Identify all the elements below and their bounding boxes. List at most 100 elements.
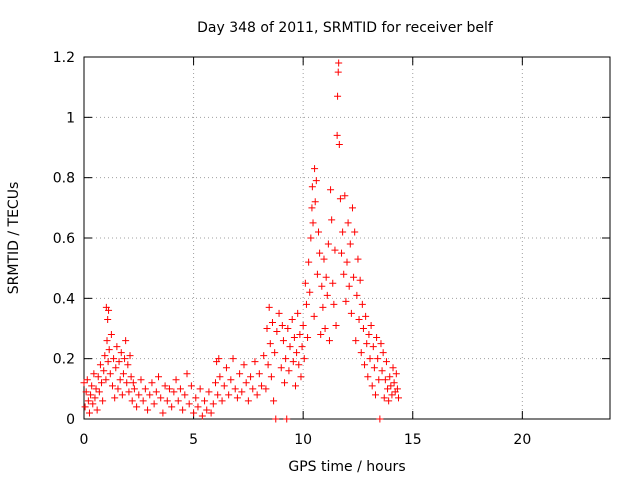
data-point (152, 388, 160, 396)
data-point (387, 382, 395, 390)
data-point (345, 282, 353, 290)
data-point (344, 219, 352, 227)
data-point (340, 270, 348, 278)
data-point (244, 397, 252, 405)
data-point (380, 394, 388, 402)
data-point (107, 331, 115, 339)
data-point (304, 334, 312, 342)
data-point (354, 255, 362, 263)
data-point (240, 361, 248, 369)
data-point (353, 291, 361, 299)
data-point (209, 400, 217, 408)
data-point (114, 385, 122, 393)
data-point (361, 361, 369, 369)
data-point (331, 246, 339, 254)
data-point (336, 195, 344, 203)
data-point (357, 349, 365, 357)
data-point (236, 370, 244, 378)
data-point (87, 391, 95, 399)
data-point (271, 349, 279, 357)
data-point (84, 397, 92, 405)
data-point (377, 340, 385, 348)
data-point (104, 358, 112, 366)
data-point (141, 385, 149, 393)
data-point (275, 309, 283, 317)
data-point (159, 409, 167, 417)
data-point (216, 373, 224, 381)
data-point (115, 358, 123, 366)
data-point (170, 388, 178, 396)
data-point (291, 382, 299, 390)
data-point (290, 334, 298, 342)
data-point (105, 306, 113, 314)
data-point (305, 258, 313, 266)
data-point (288, 315, 296, 323)
data-point (212, 379, 219, 387)
data-point (320, 255, 328, 263)
data-point (130, 385, 138, 393)
data-point (311, 198, 319, 206)
x-tick-label: 0 (80, 432, 89, 448)
data-point (203, 406, 211, 414)
data-point (146, 391, 154, 399)
x-tick-label: 5 (189, 432, 198, 448)
data-point (172, 376, 180, 384)
data-point (373, 334, 381, 342)
data-point (168, 403, 176, 411)
data-point (381, 376, 389, 384)
data-point (281, 379, 289, 387)
data-point (386, 373, 394, 381)
data-point (264, 361, 272, 369)
data-point (308, 183, 316, 191)
data-point (218, 397, 226, 405)
data-point (94, 373, 102, 381)
y-tick-label: 0.2 (53, 352, 75, 368)
data-point (267, 373, 275, 381)
data-point (334, 92, 342, 100)
data-point (126, 352, 134, 360)
data-point (310, 312, 318, 320)
data-point (392, 370, 400, 378)
data-point (161, 382, 169, 390)
data-point (358, 300, 366, 308)
data-point (302, 300, 310, 308)
data-point (390, 379, 398, 387)
data-point (117, 349, 125, 357)
data-point (83, 376, 91, 384)
data-point (370, 364, 378, 372)
data-point (82, 388, 90, 396)
data-point (227, 376, 235, 384)
data-point (249, 385, 257, 393)
data-point (277, 364, 285, 372)
data-point (190, 409, 198, 417)
data-point (289, 358, 297, 366)
data-point (317, 331, 325, 339)
data-point (339, 228, 347, 236)
data-point (342, 297, 350, 305)
data-point (323, 291, 331, 299)
data-point (316, 249, 324, 257)
data-point (334, 68, 342, 76)
data-point (329, 279, 337, 287)
data-point (129, 379, 137, 387)
data-point (296, 331, 304, 339)
data-point (284, 325, 292, 332)
data-point (293, 349, 301, 357)
data-point (222, 364, 230, 372)
data-point (286, 343, 294, 351)
x-tick-label: 20 (513, 432, 531, 448)
data-point (351, 228, 359, 236)
data-point (266, 340, 274, 348)
data-point (348, 204, 356, 212)
data-point (113, 343, 121, 351)
data-point (119, 370, 127, 378)
data-point (263, 325, 271, 332)
data-point (285, 367, 293, 375)
data-point (176, 385, 184, 393)
data-point (116, 376, 124, 384)
data-point (300, 355, 308, 363)
data-point (364, 373, 372, 381)
data-point (368, 382, 376, 390)
data-point (333, 131, 341, 139)
